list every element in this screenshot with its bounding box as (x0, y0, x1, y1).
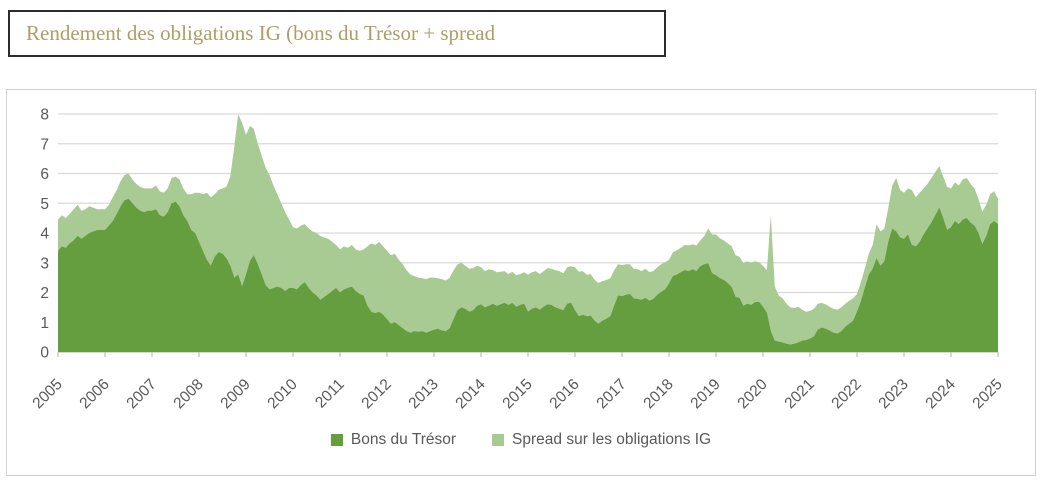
x-tick-label-2009: 2009 (217, 376, 253, 412)
stacked-area-plot: 2005 2006 2007 2008 2009 2010 2011 2012 2013 2014… (29, 107, 1005, 413)
legend-label-bons-du-tresor: Bons du Trésor (350, 431, 457, 448)
y-tick-label-8: 8 (40, 107, 49, 124)
x-tick-label-2016: 2016 (546, 376, 582, 412)
legend-item-bons-du-tresor: Bons du Trésor (330, 431, 457, 449)
x-tick-label-2017: 2017 (593, 376, 629, 412)
chart-frame: 2005 2006 2007 2008 2009 2010 2011 2012 2013 2014… (6, 89, 1036, 476)
area-bons-du-tresor (58, 198, 998, 352)
x-tick-label-2022: 2022 (828, 376, 864, 412)
legend-swatch-light-green (492, 434, 505, 446)
x-tick-label-2025: 2025 (969, 376, 1005, 412)
x-tick-label-2021: 2021 (781, 376, 817, 412)
x-tick-label-2006: 2006 (76, 376, 112, 412)
x-tick-label-2012: 2012 (358, 376, 394, 412)
chart-legend: Bons du Trésor Spread sur les obligation… (7, 426, 1035, 454)
x-tick-label-2007: 2007 (123, 376, 159, 412)
legend-label-spread-ig: Spread sur les obligations IG (512, 431, 712, 448)
x-tick-label-2019: 2019 (687, 376, 723, 412)
x-tick-label-2024: 2024 (922, 376, 959, 413)
x-tick-label-2020: 2020 (734, 376, 771, 413)
x-tick-label-2014: 2014 (452, 376, 489, 413)
legend-item-spread-ig: Spread sur les obligations IG (492, 431, 711, 449)
x-tick-label-2008: 2008 (170, 376, 206, 412)
y-tick-label-1: 1 (40, 315, 49, 332)
y-tick-label-3: 3 (40, 255, 49, 272)
x-tick-label-2010: 2010 (264, 376, 301, 413)
x-tick-label-2013: 2013 (405, 376, 441, 412)
y-tick-label-4: 4 (40, 226, 49, 243)
chart-title: Rendement des obligations IG (bons du Tr… (26, 21, 496, 45)
y-tick-label-7: 7 (40, 136, 49, 153)
x-tick-label-2015: 2015 (499, 376, 535, 412)
x-tick-label-2018: 2018 (640, 376, 676, 412)
legend-swatch-dark-green (330, 434, 343, 446)
y-tick-label-0: 0 (40, 345, 49, 362)
y-tick-label-2: 2 (40, 285, 49, 302)
x-tick-label-2011: 2011 (312, 376, 348, 412)
x-tick-label-2005: 2005 (29, 376, 65, 412)
y-tick-label-5: 5 (40, 196, 49, 213)
x-tick-label-2023: 2023 (875, 376, 911, 412)
y-tick-label-6: 6 (40, 166, 49, 183)
chart-title-box: Rendement des obligations IG (bons du Tr… (8, 10, 666, 57)
